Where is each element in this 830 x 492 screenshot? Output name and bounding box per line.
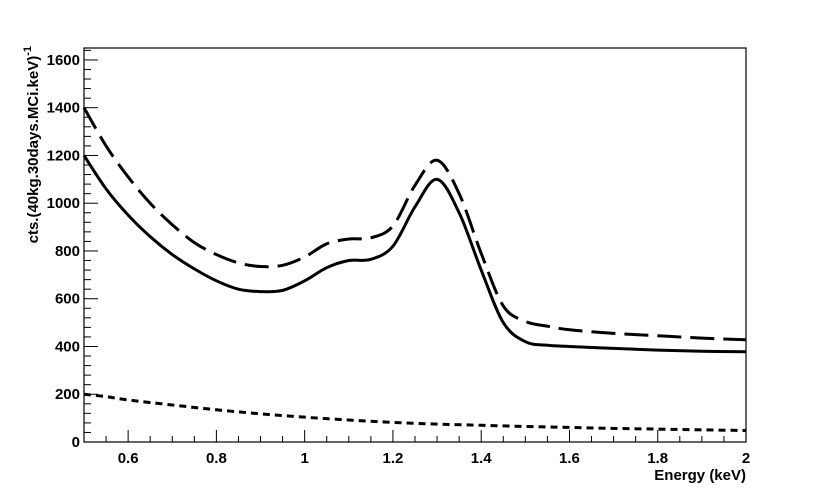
x-tick-label: 1.8: [647, 450, 668, 467]
y-tick-label: 400: [55, 338, 80, 355]
x-tick-label: 1.6: [559, 450, 580, 467]
y-tick-label: 1400: [47, 100, 80, 117]
x-tick-label: 1.4: [471, 450, 493, 467]
x-tick-label: 0.8: [206, 450, 227, 467]
y-tick-label: 200: [55, 386, 80, 403]
y-tick-label: 1000: [47, 195, 80, 212]
series-dashed-line: [82, 106, 747, 342]
y-tick-label: 0: [72, 434, 80, 451]
y-tick-label: 1200: [47, 147, 80, 164]
x-axis-title: Energy (keV): [654, 467, 746, 484]
x-tick-label: 1: [300, 450, 308, 467]
y-tick-label: 800: [55, 243, 80, 260]
y-tick-label: 1600: [47, 52, 80, 69]
y-tick-label: 600: [55, 291, 80, 308]
series-solid-line: [82, 154, 747, 354]
x-tick-label: 2: [742, 450, 750, 467]
x-tick-label: 1.2: [383, 450, 404, 467]
series-dotted-line: [83, 392, 747, 433]
y-axis-title-main: cts.(40kg.30days.MCi.keV): [25, 56, 42, 244]
y-axis-title: cts.(40kg.30days.MCi.keV)-1: [22, 46, 42, 243]
x-tick-label: 0.6: [118, 450, 139, 467]
y-axis-title-exponent: -1: [22, 46, 34, 56]
